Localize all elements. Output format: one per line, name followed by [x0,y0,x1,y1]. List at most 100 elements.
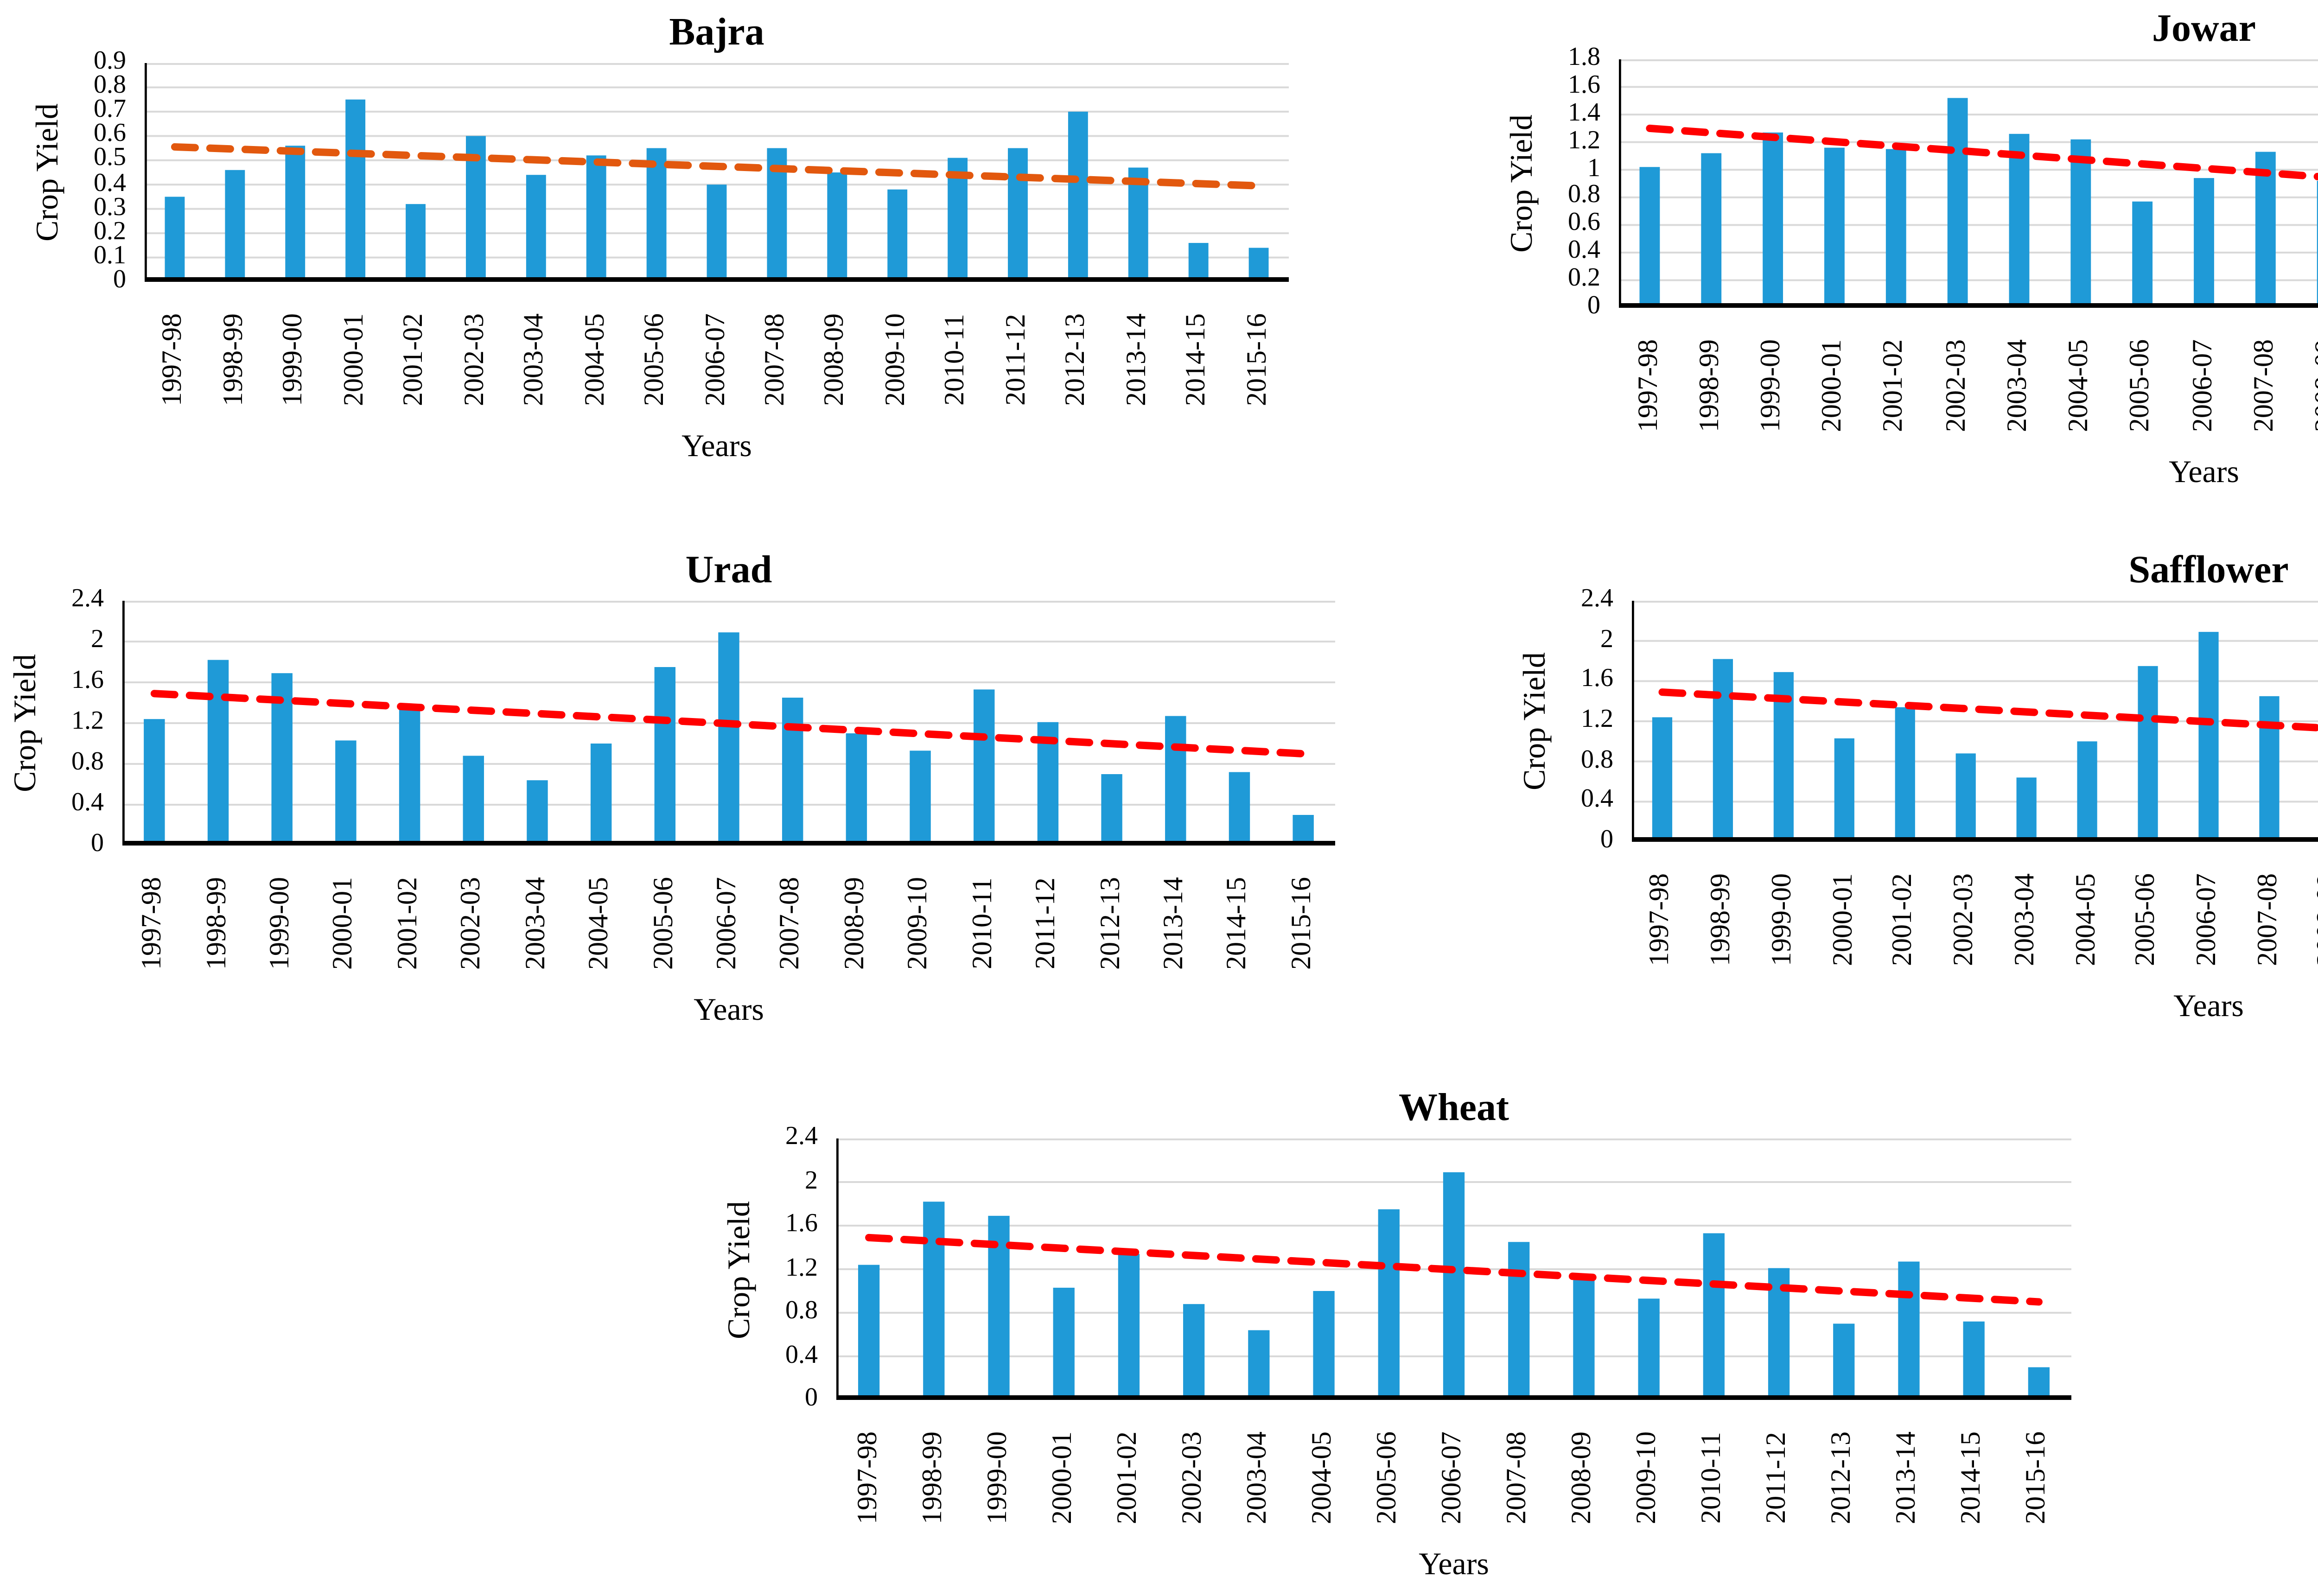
y-tick-label: 0.4 [1568,237,1600,266]
y-tick-label: 0.5 [94,145,126,173]
x-tick-label: 2003-04 [520,313,550,406]
x-tick-label: 1997-98 [1634,339,1664,432]
chart-canvas [145,63,1289,282]
x-tick-label: 2015-16 [1243,313,1273,406]
bar-2001-02 [1885,149,1906,308]
x-tick-label: 1997-98 [159,313,189,406]
bar-2001-02 [1118,1254,1140,1400]
y-tick-label: 0.3 [94,194,126,222]
y-tick-label: 1.6 [1581,666,1613,694]
bar-2003-04 [2016,777,2037,842]
x-tick-label: 2001-02 [1889,873,1919,966]
x-tick-label: 1999-00 [1757,339,1787,432]
y-tick-label: 1.6 [1568,72,1600,100]
bar-2006-07 [2198,632,2219,842]
bar-2015-16 [1293,815,1314,846]
x-tick-label: 2005-06 [649,877,679,970]
bar-2007-08 [782,698,803,846]
y-tick-label: 0.8 [1568,182,1600,210]
x-tick-label: 2002-03 [1950,873,1980,966]
chart-title: Bajra [669,9,764,54]
bar-2002-03 [1955,753,1976,842]
y-tick-label: 2 [805,1167,818,1195]
bar-2004-05 [590,744,612,846]
x-tick-label: 2006-07 [2188,339,2218,432]
x-axis-label: Years [2173,988,2244,1024]
x-tick-label: 2005-06 [2132,873,2162,966]
x-tick-label: 2008-09 [2311,339,2318,432]
x-tick-label: 2005-06 [1373,1431,1403,1524]
bar-2009-10 [887,189,908,282]
bar-1998-99 [225,170,245,282]
x-tick-label: 2004-05 [580,313,611,406]
x-tick-label: 2001-02 [1113,1431,1143,1524]
y-tick-label: 1.2 [71,708,104,736]
x-tick-label: 2009-10 [1633,1431,1663,1524]
bar-2006-07 [1443,1172,1465,1400]
x-tick-label: 1998-99 [219,313,249,406]
bar-2009-10 [910,750,931,846]
y-tick-label: 2 [1600,626,1613,654]
plot-area [145,63,1289,282]
y-tick-label: 0.4 [785,1342,818,1369]
x-axis-label: Years [1419,1546,1489,1582]
x-tick-label: 2009-10 [904,877,934,970]
x-tick-label: 2015-16 [2023,1431,2053,1524]
chart-canvas [122,601,1335,846]
x-tick-label: 2011-12 [1032,877,1062,969]
x-tick-label: 1998-99 [1707,873,1737,966]
x-tick-label: 2014-15 [1183,313,1213,406]
bar-2005-06 [2138,666,2158,842]
bar-2008-09 [1573,1280,1595,1400]
x-tick-label: 2004-05 [2071,873,2101,966]
x-tick-label: 1997-98 [853,1431,883,1524]
bar-1998-99 [1701,153,1722,308]
bar-1998-99 [207,660,229,846]
bar-2005-06 [646,148,667,282]
y-tick-label: 0.1 [94,242,126,271]
bar-2011-12 [1008,148,1028,282]
bar-1999-00 [1763,132,1783,308]
bar-2012-13 [1068,111,1088,282]
bar-2000-01 [1824,147,1845,308]
bar-1997-98 [858,1265,880,1400]
x-axis-label: Years [681,428,752,464]
bar-2006-07 [718,632,739,846]
y-tick-label: 0.8 [785,1298,818,1326]
y-tick-label: 0.4 [71,790,104,818]
x-tick-label: 2012-13 [1096,877,1126,970]
plot-area [1632,601,2318,842]
bar-2014-15 [1229,772,1250,846]
bar-2002-03 [1183,1304,1205,1400]
x-tick-label: 2011-12 [1002,314,1032,406]
x-tick-label: 2000-01 [339,313,369,406]
bar-2001-02 [406,204,426,282]
x-tick-label: 2008-09 [2314,873,2318,966]
x-tick-label: 2012-13 [1062,313,1092,406]
bar-2000-01 [1834,738,1854,842]
x-tick-label: 1999-00 [266,877,296,970]
x-tick-label: 2005-06 [2127,339,2157,432]
y-tick-label: 0.4 [1581,787,1613,815]
x-tick-label: 2003-04 [521,877,551,970]
bar-2003-04 [526,175,546,282]
x-tick-label: 2004-05 [585,877,615,970]
bar-2004-05 [1313,1291,1335,1400]
chart-canvas [1632,601,2318,842]
x-tick-label: 2007-08 [777,877,807,970]
x-tick-label: 2004-05 [2065,339,2095,432]
y-tick-label: 0 [805,1385,818,1413]
x-tick-label: 2010-11 [942,314,972,406]
bar-1997-98 [144,719,165,846]
x-tick-label: 2006-07 [2193,873,2222,966]
x-tick-label: 2006-07 [713,877,743,970]
x-tick-label: 2003-04 [1243,1431,1273,1524]
y-tick-label: 0.8 [1581,746,1613,775]
bar-2013-14 [1128,167,1148,282]
x-tick-label: 2005-06 [641,313,671,406]
y-tick-label: 0.4 [94,170,126,198]
bar-2010-11 [974,689,995,846]
bar-2004-05 [2070,139,2091,308]
bar-2000-01 [345,99,366,282]
x-tick-label: 2008-09 [1568,1431,1598,1524]
